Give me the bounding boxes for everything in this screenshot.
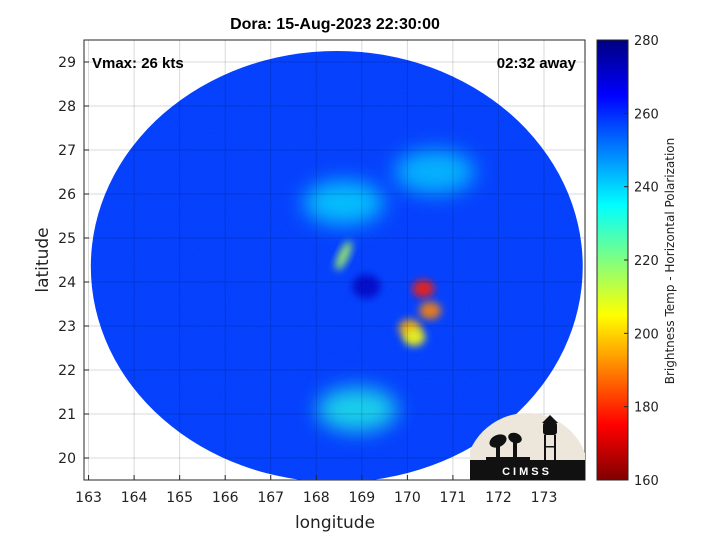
colorbar-ticks: 160 180 200 220 240 260 280 xyxy=(624,34,659,489)
colorbar-label: Brightness Temp - Horizontal Polarizatio… xyxy=(663,138,677,385)
x-axis-label: longitude xyxy=(295,513,375,533)
away-annotation: 02:32 away xyxy=(497,55,577,72)
x-tick-label: 167 xyxy=(257,490,284,506)
x-tick-label: 172 xyxy=(485,490,512,506)
x-tick-labels: 163 164 165 166 167 168 169 170 171 172 173 xyxy=(75,490,557,506)
y-tick-label: 27 xyxy=(58,143,76,159)
logo-text: CIMSS xyxy=(502,466,552,478)
water-tower-icon xyxy=(542,415,558,460)
y-tick-label: 21 xyxy=(58,407,76,423)
swath-texture xyxy=(90,51,583,480)
colorbar-tick-label: 200 xyxy=(634,327,659,342)
colorbar-tick-label: 240 xyxy=(634,181,659,196)
y-tick-label: 26 xyxy=(58,187,76,203)
y-axis-label: latitude xyxy=(33,227,53,292)
heatmap-swath xyxy=(90,51,583,480)
x-tick-label: 168 xyxy=(303,490,330,506)
colorbar-tick-label: 280 xyxy=(634,34,659,49)
logo-banner xyxy=(470,460,585,480)
colorbar-tick-label: 260 xyxy=(634,107,659,122)
x-tick-label: 165 xyxy=(166,490,193,506)
x-tick-label: 171 xyxy=(440,490,467,506)
vmax-annotation: Vmax: 26 kts xyxy=(92,55,184,72)
y-tick-labels: 20 21 22 23 24 25 26 27 28 29 xyxy=(58,55,76,467)
x-tick-label: 164 xyxy=(121,490,148,506)
colorbar-tick-label: 220 xyxy=(634,254,659,269)
x-tick-label: 166 xyxy=(212,490,239,506)
y-tick-label: 25 xyxy=(58,231,76,247)
y-tick-label: 24 xyxy=(58,275,76,291)
y-tick-label: 23 xyxy=(58,319,76,335)
colorbar xyxy=(596,39,629,481)
colorbar-tick-label: 160 xyxy=(634,474,659,489)
x-tick-label: 173 xyxy=(531,490,558,506)
y-tick-label: 20 xyxy=(58,451,76,467)
cimss-logo: CIMSS xyxy=(470,413,585,480)
x-tick-label: 163 xyxy=(75,490,102,506)
chart-title: Dora: 15-Aug-2023 22:30:00 xyxy=(230,16,440,33)
y-tick-label: 29 xyxy=(58,55,76,71)
y-tick-label: 28 xyxy=(58,99,76,115)
x-tick-label: 170 xyxy=(394,490,421,506)
colorbar-tick-label: 180 xyxy=(634,401,659,416)
x-tick-label: 169 xyxy=(348,490,375,506)
grid-lines xyxy=(84,40,585,480)
y-tick-label: 22 xyxy=(58,363,76,379)
